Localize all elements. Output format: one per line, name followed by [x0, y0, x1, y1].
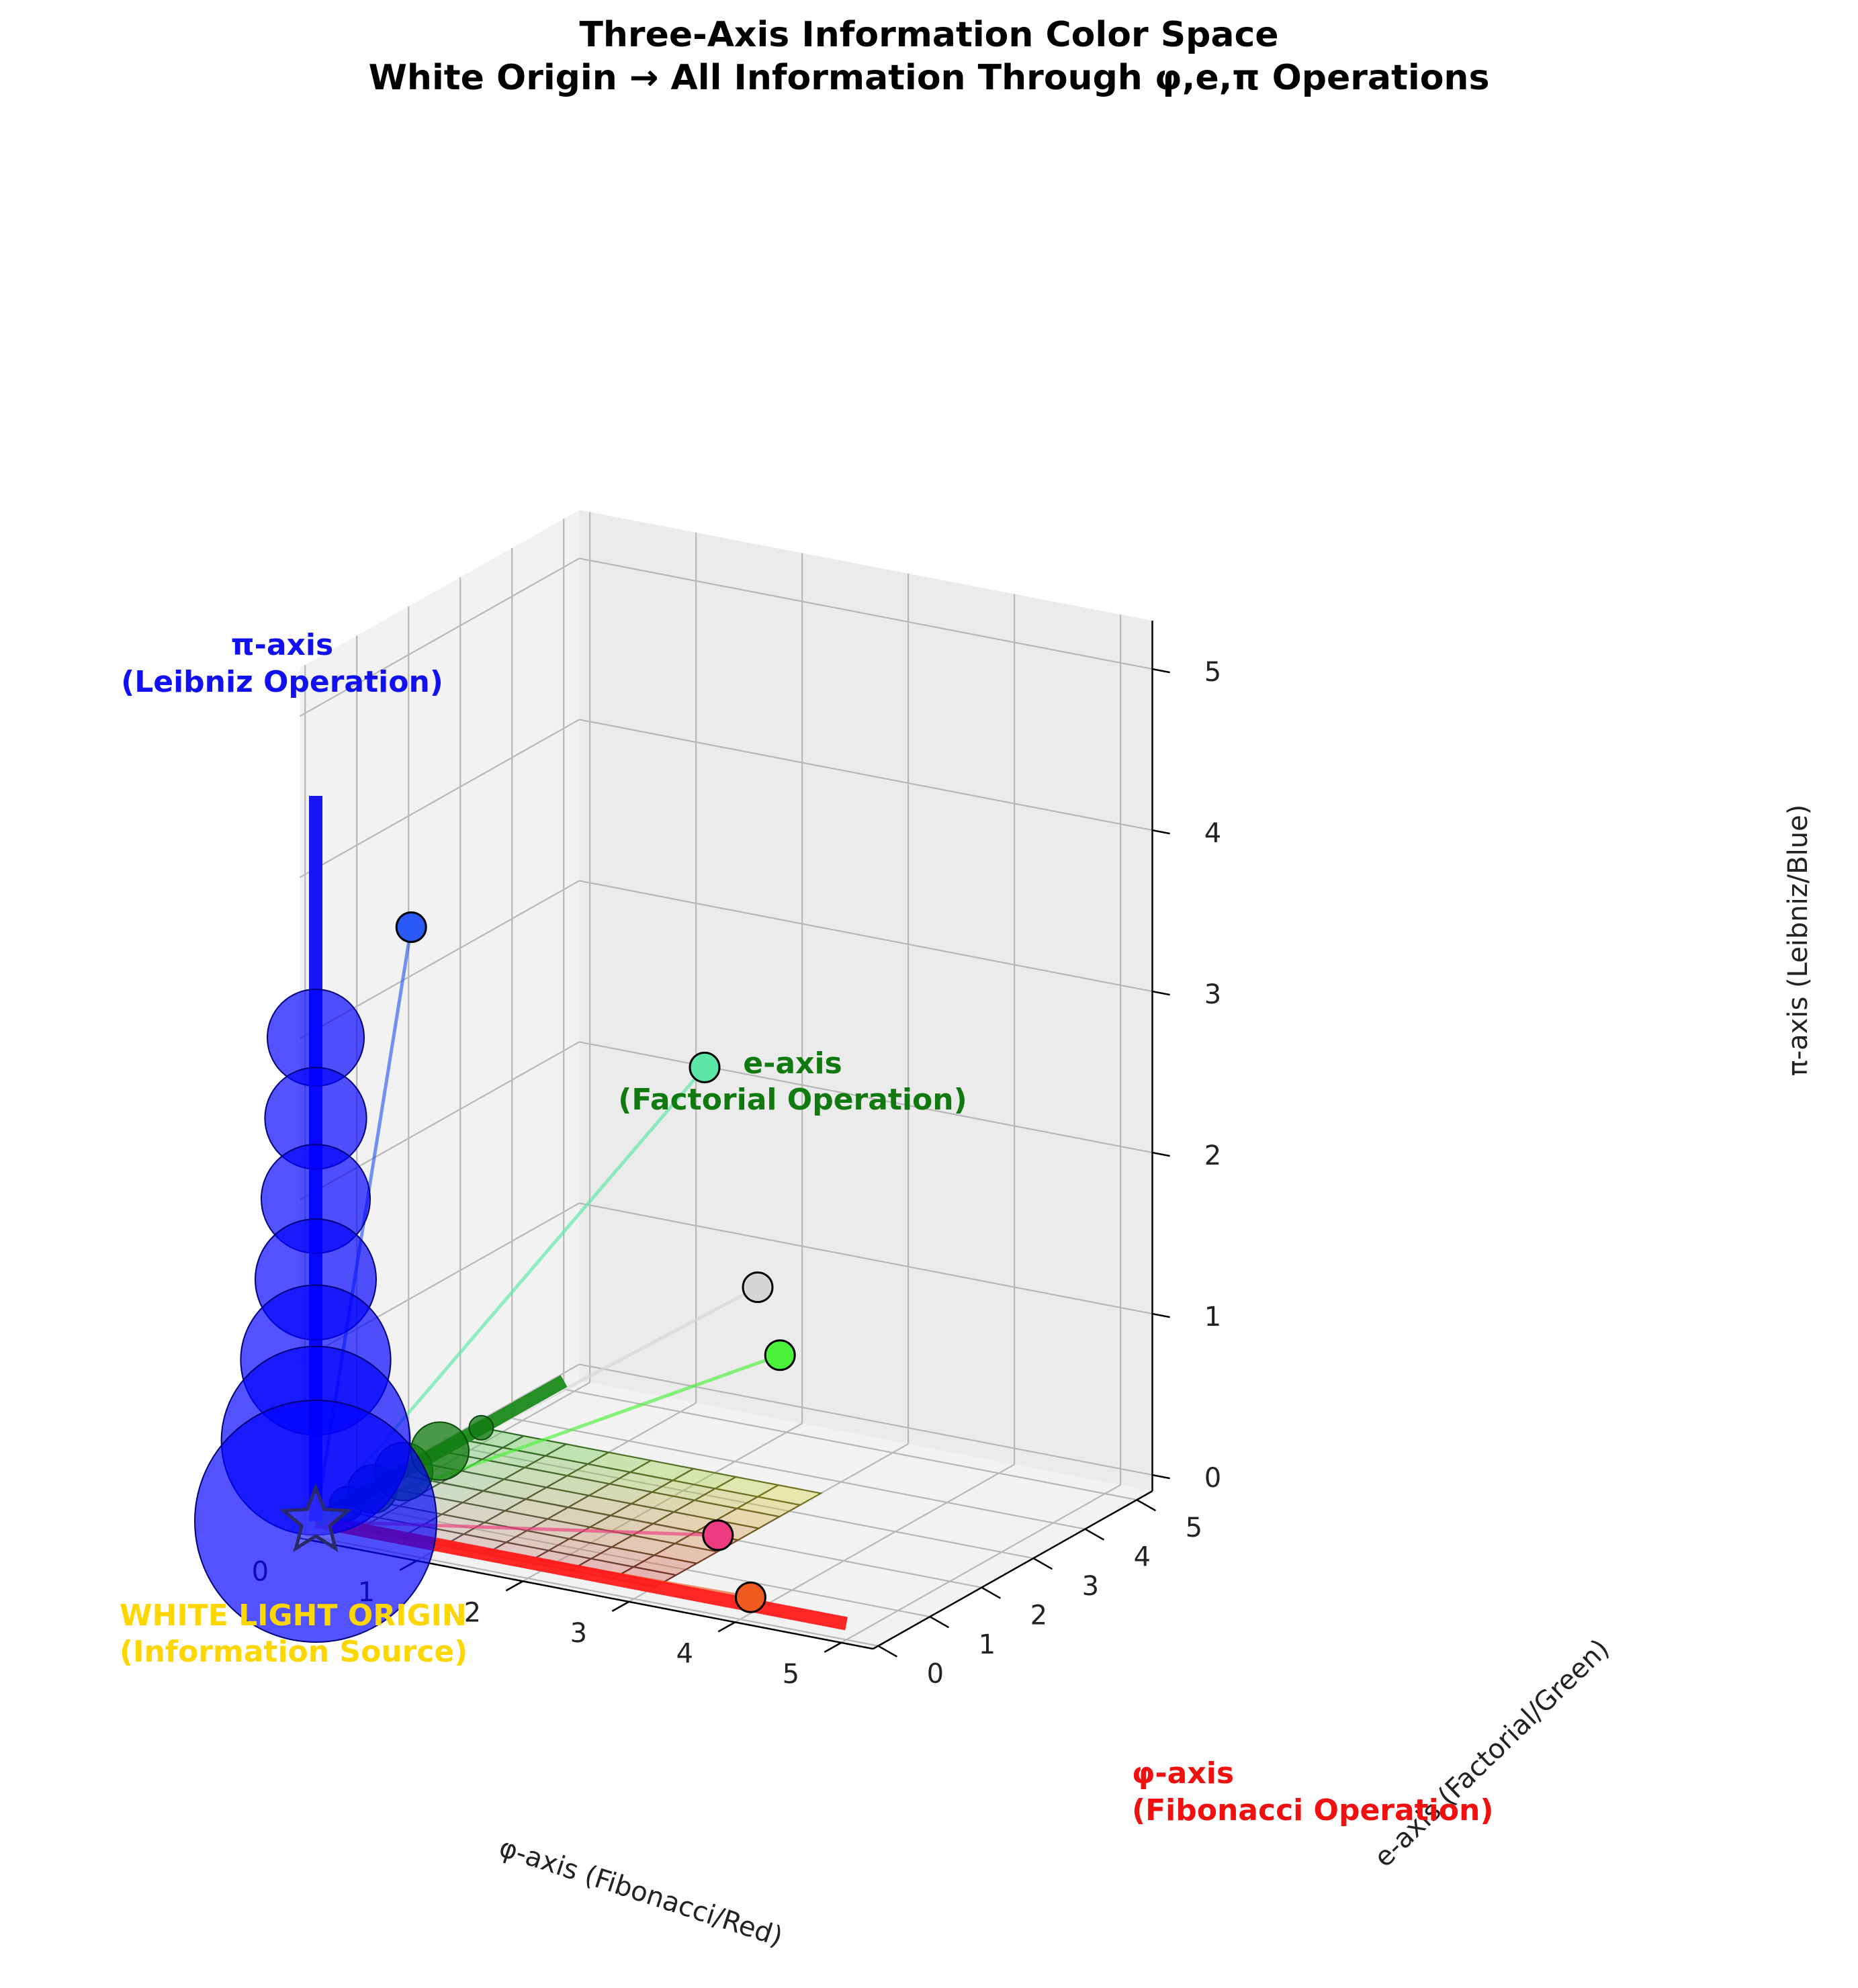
- gridline: [511, 1417, 1086, 1530]
- surface-cell: [755, 1484, 824, 1506]
- data-point: [742, 1271, 774, 1304]
- x-tick-label: 3: [570, 1618, 587, 1649]
- z-tick-mark: [1152, 1474, 1170, 1480]
- z-tick-mark: [1152, 829, 1170, 835]
- gridline: [579, 1363, 1153, 1476]
- x-tick-label: 5: [783, 1659, 799, 1690]
- y-axis-label: e-axis (Factorial/Green): [1368, 1633, 1616, 1873]
- data-point: [689, 1051, 721, 1083]
- y-tick-label: 5: [1186, 1512, 1202, 1543]
- x-tick-mark: [611, 1600, 629, 1612]
- e-sphere: [468, 1414, 494, 1441]
- data-point: [764, 1339, 796, 1371]
- annotation-phi-line1: φ-axis: [1132, 1756, 1234, 1791]
- z-tick-mark: [1152, 1312, 1170, 1318]
- gridline: [734, 1463, 1015, 1623]
- back-pane: [579, 510, 1153, 1492]
- data-point: [702, 1519, 734, 1551]
- y-tick-mark: [877, 1645, 898, 1658]
- origin-star-marker: [279, 1483, 352, 1552]
- y-tick-mark: [981, 1586, 1002, 1599]
- annotation-phi: φ-axis (Fibonacci Operation): [1132, 1756, 1493, 1827]
- y-tick-mark: [1136, 1499, 1157, 1512]
- z-tick-label: 3: [1204, 979, 1221, 1010]
- z-tick-mark: [1152, 990, 1170, 996]
- z-tick-mark: [1152, 1151, 1170, 1157]
- chart-title-line-2: White Origin → All Information Through φ…: [368, 58, 1490, 98]
- x-tick-mark: [505, 1580, 523, 1592]
- sphere-markers: [194, 989, 494, 1643]
- x-tick-label: 2: [464, 1597, 481, 1628]
- annotation-origin-line2: (Information Source): [120, 1635, 468, 1669]
- gridline: [840, 1484, 1121, 1643]
- annotation-pi-line2: (Leibniz Operation): [121, 665, 443, 699]
- gridline: [563, 1388, 1137, 1501]
- y-tick-mark: [1084, 1528, 1105, 1541]
- y-axis-edge: [873, 1490, 1153, 1650]
- y-tick-label: 2: [1030, 1600, 1047, 1631]
- z-tick-label: 2: [1204, 1140, 1221, 1171]
- chart-title-line-1: Three-Axis Information Color Space: [579, 15, 1279, 55]
- gridline: [299, 719, 580, 878]
- annotation-phi-line2: (Fibonacci Operation): [1132, 1793, 1493, 1827]
- y-tick-mark: [1032, 1557, 1053, 1570]
- annotation-origin: WHITE LIGHT ORIGIN (Information Source): [120, 1598, 468, 1669]
- y-tick-label: 1: [979, 1629, 996, 1660]
- x-tick-mark: [824, 1641, 842, 1653]
- pi-sphere: [194, 1400, 437, 1643]
- y-tick-label: 0: [927, 1659, 944, 1690]
- annotation-pi: π-axis (Leibniz Operation): [121, 628, 443, 699]
- z-tick-label: 5: [1204, 657, 1221, 688]
- origin-star: [279, 1483, 352, 1552]
- data-point: [395, 911, 427, 943]
- x-tick-mark: [717, 1621, 736, 1633]
- gridline: [579, 1202, 1153, 1315]
- x-axis-label: φ-axis (Fibonacci/Red): [495, 1832, 786, 1953]
- y-tick-label: 3: [1082, 1571, 1099, 1602]
- annotation-e-line1: e-axis: [743, 1046, 842, 1081]
- gridline: [579, 557, 1153, 670]
- annotation-e-line2: (Factorial Operation): [618, 1083, 967, 1117]
- z-tick-label: 4: [1204, 818, 1221, 849]
- annotation-origin-line1: WHITE LIGHT ORIGIN: [120, 1598, 467, 1633]
- gridline: [579, 1041, 1153, 1154]
- z-tick-label: 0: [1204, 1463, 1221, 1494]
- gridline: [579, 880, 1153, 993]
- gridline: [299, 557, 580, 717]
- z-tick-label: 1: [1204, 1302, 1221, 1332]
- y-tick-label: 4: [1134, 1542, 1151, 1573]
- z-axis-label: π-axis (Leibniz/Blue): [1783, 805, 1814, 1077]
- scatter-points: [395, 911, 796, 1613]
- z-tick-mark: [1152, 668, 1170, 674]
- data-point: [734, 1581, 766, 1613]
- annotation-pi-line1: π-axis: [231, 628, 333, 662]
- x-tick-label: 4: [676, 1638, 693, 1669]
- annotation-e: e-axis (Factorial Operation): [618, 1046, 967, 1117]
- gridline: [579, 719, 1153, 831]
- y-tick-mark: [929, 1616, 950, 1629]
